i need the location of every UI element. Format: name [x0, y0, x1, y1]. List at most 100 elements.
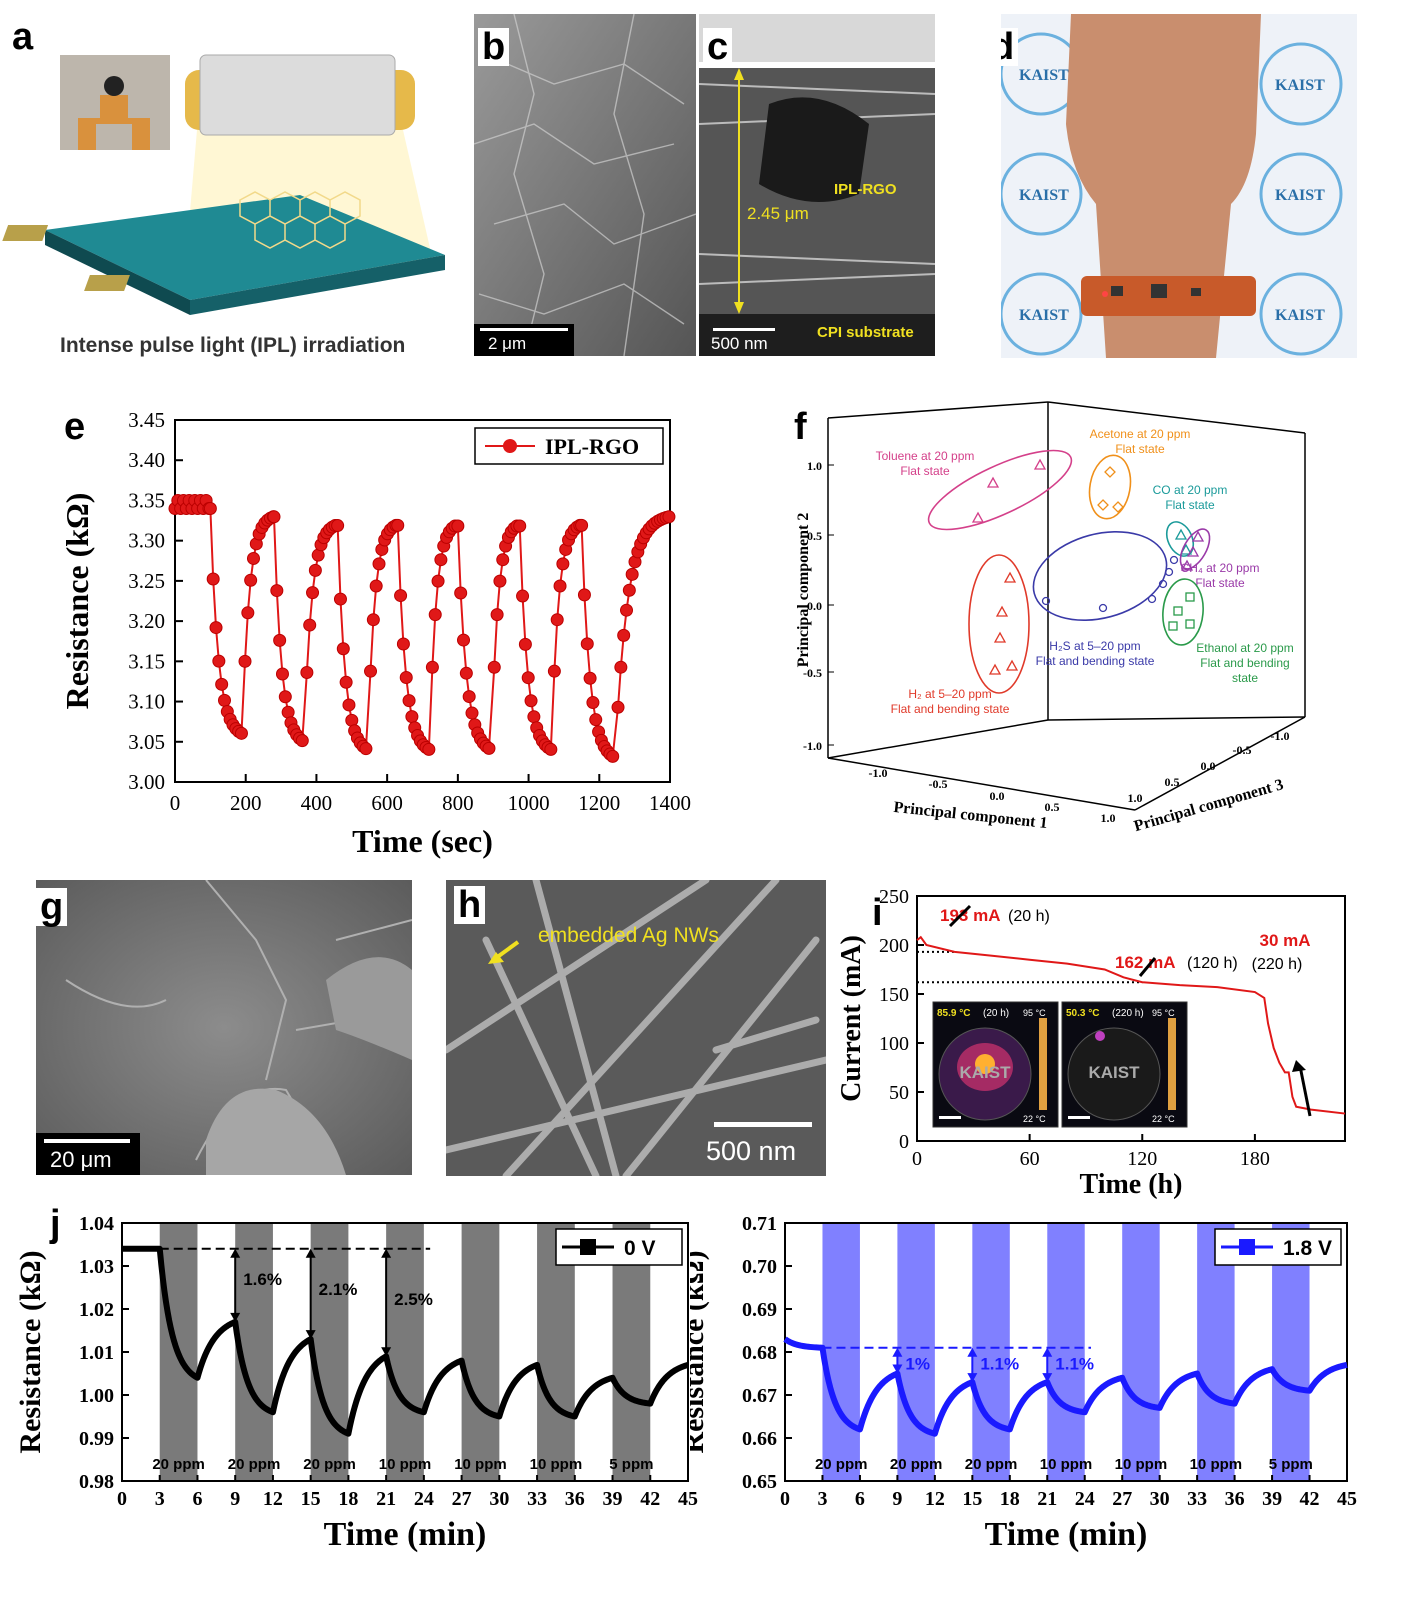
inset-max-i: 95 °C — [1152, 1008, 1175, 1018]
data-point-e — [547, 664, 561, 678]
data-point-e — [457, 633, 471, 647]
data-point-e — [606, 749, 620, 763]
data-point-e — [336, 642, 350, 656]
data-point-e — [333, 592, 347, 606]
xtick-label-j1: 30 — [489, 1488, 509, 1510]
inset-logo-i: KAIST — [1089, 1063, 1141, 1082]
response-arrowhead-j1 — [230, 1248, 241, 1258]
ipl-schematic: Intense pulse light (IPL) irradiation — [2, 54, 445, 357]
data-point-e — [275, 667, 289, 681]
xtick-label-j2: 33 — [1187, 1488, 1207, 1510]
panel-g: 20 μm g — [36, 880, 412, 1175]
data-point-e — [490, 608, 504, 622]
ylabel-e: Resistance (kΩ) — [59, 493, 95, 710]
xtick-label-j2: 27 — [1112, 1488, 1132, 1510]
exposure-label-j1: 20 ppm — [152, 1456, 205, 1473]
data-point-f — [1169, 555, 1179, 565]
ytick-label-j1: 1.04 — [79, 1213, 114, 1235]
hand — [1066, 14, 1261, 358]
data-point-f — [995, 605, 1009, 617]
data-point-e — [550, 613, 564, 627]
panel-label-h: h — [454, 886, 486, 924]
xtick-label-e: 400 — [301, 791, 333, 815]
chart-j2: 0.650.660.670.680.690.700.710 3 6 9 12 15 18 21… — [677, 1213, 1357, 1553]
xtick-label-i: 120 — [1127, 1148, 1157, 1170]
exposure-label-j1: 20 ppm — [303, 1456, 356, 1473]
cluster-ellipse-f — [1165, 521, 1195, 557]
exposure-band-j2 — [822, 1223, 860, 1481]
panel-label-d: d — [1001, 28, 1019, 66]
ylabel-j1: Resistance (kΩ) — [14, 1250, 47, 1453]
cluster-label-f: CH₄ at 20 ppm — [1181, 561, 1260, 575]
data-point-e — [364, 664, 378, 678]
data-point-e — [244, 573, 258, 587]
xtick-label-j2: 21 — [1037, 1488, 1057, 1510]
ytick-label-e: 3.45 — [128, 408, 165, 432]
xlabel-e: Time (sec) — [352, 823, 493, 859]
data-point-e — [662, 510, 676, 524]
xtick-label-e: 1400 — [649, 791, 691, 815]
cluster-ellipse-f — [968, 554, 1030, 694]
cluster-ellipse-f — [1179, 528, 1211, 570]
ytick-label-j2: 0.71 — [742, 1213, 777, 1235]
data-point-e — [428, 608, 442, 622]
response-arrowhead-j1 — [230, 1312, 241, 1322]
data-point-e — [459, 666, 473, 680]
trend-arrowhead-i — [1292, 1060, 1306, 1072]
exposure-label-j2: 5 ppm — [1269, 1456, 1313, 1473]
chart-f: -1.0 -0.5 0.0 0.5 1.0 Principal component 2 -1… — [795, 401, 1306, 835]
data-point-f — [1174, 528, 1188, 540]
data-point-e — [331, 519, 345, 533]
xtick-label-f: 0.5 — [1045, 800, 1060, 814]
annotation-note-i: (220 h) — [1252, 956, 1303, 973]
xtick-label-j2: 30 — [1150, 1488, 1170, 1510]
exposure-band-j1 — [612, 1223, 651, 1481]
data-point-e — [451, 519, 465, 533]
response-label-j2: 1.1% — [980, 1355, 1019, 1374]
panel-label-i: i — [872, 892, 883, 934]
sem-image-g — [36, 880, 412, 1175]
data-point-e — [513, 519, 527, 533]
data-point-e — [521, 671, 535, 685]
exposure-band-j1 — [386, 1223, 424, 1481]
annotation-value-i: 162 mA — [1115, 953, 1175, 972]
data-point-f — [971, 511, 985, 523]
ylabel-f: Principal component 2 — [795, 513, 812, 668]
data-point-e — [402, 694, 416, 708]
inset-time-i: (220 h) — [1112, 1008, 1144, 1019]
ztick-label-f: -0.5 — [1233, 743, 1252, 757]
cluster-sublabel-f: Flat and bending — [1200, 656, 1289, 670]
cluster-label-f: H₂ at 5–20 ppm — [908, 687, 991, 701]
data-point-e — [203, 501, 217, 515]
data-point-e — [553, 579, 567, 593]
data-point-e — [496, 553, 510, 567]
data-point-e — [422, 742, 436, 756]
data-point-e — [209, 621, 223, 635]
panel-j-right: 0.65 0.66 0.67 0.68 0.69 0.70 0.71 0 3 6 9 12 15 18 21… — [677, 1205, 1401, 1605]
xtick-label-j1: 18 — [338, 1488, 358, 1510]
data-point-e — [405, 710, 419, 724]
data-point-e — [516, 589, 530, 603]
ytick-label-f: -0.5 — [803, 666, 822, 680]
xlabel-j2: Time (min) — [985, 1516, 1148, 1553]
data-point-e — [577, 588, 591, 602]
data-point-e — [465, 706, 479, 720]
exposure-label-j2: 20 ppm — [815, 1456, 868, 1473]
xtick-label-j1: 42 — [640, 1488, 660, 1510]
ytick-label-i: 50 — [889, 1082, 909, 1104]
wrist-photo: KAIST KAIST KAIST KAIST KAIST KAIST — [1001, 14, 1343, 358]
data-point-e — [617, 628, 631, 642]
ytick-label-j2: 0.66 — [742, 1428, 777, 1450]
data-point-e — [556, 557, 570, 571]
ytick-label-j1: 1.00 — [79, 1385, 114, 1407]
ytick-label-j1: 0.99 — [79, 1428, 114, 1450]
data-point-e — [391, 518, 405, 532]
ytick-label-f: 0.5 — [807, 529, 822, 543]
inset-temp-i: 85.9 °C — [937, 1008, 970, 1019]
ytick-label-j2: 0.70 — [742, 1256, 777, 1278]
xtick-label-j1: 27 — [452, 1488, 472, 1510]
chart-e: 3.00 3.05 3.10 3.15 3.20 3.25 3.30 3.35 3.40 3.45… — [59, 408, 691, 859]
cluster-label-f: H₂S at 5–20 ppm — [1049, 639, 1140, 653]
data-point-e — [518, 637, 532, 651]
legend-label-j1: 0 V — [624, 1237, 656, 1260]
